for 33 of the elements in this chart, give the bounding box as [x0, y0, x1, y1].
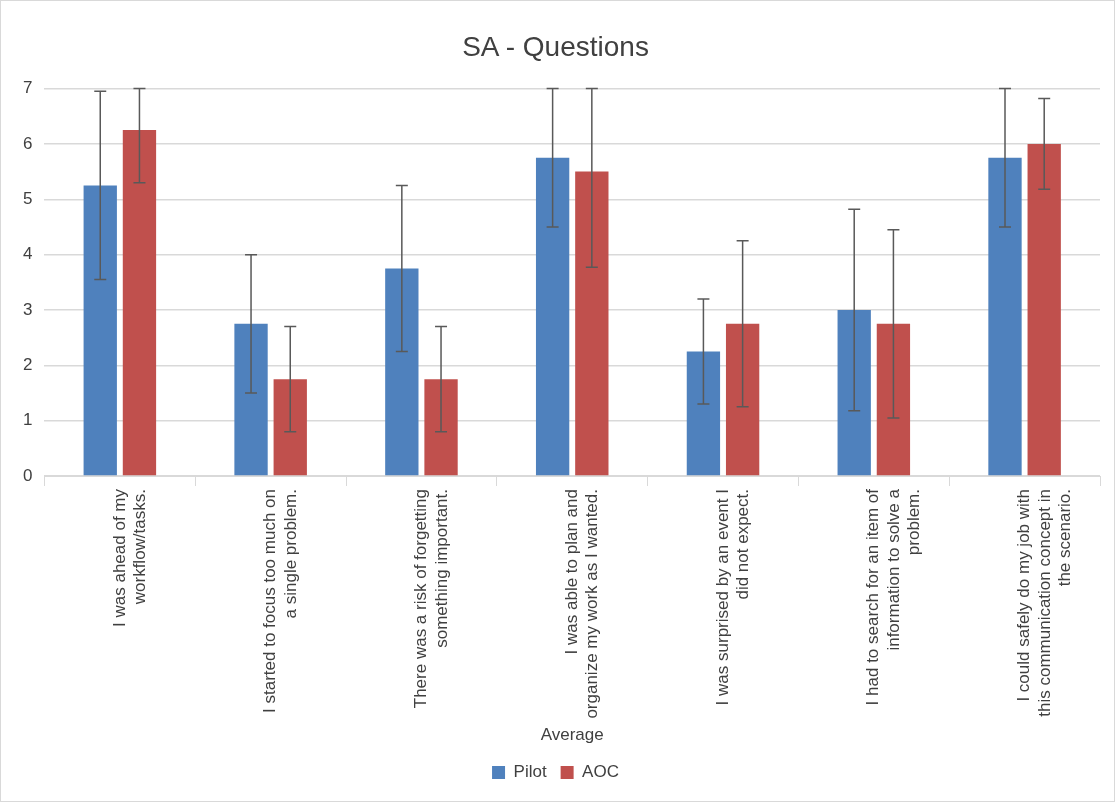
y-tick-label: 6	[22, 133, 33, 153]
bar	[273, 379, 307, 476]
x-tick-label: I could safely do my job with this communication concept in the scenario.	[1014, 489, 1075, 717]
bar	[122, 130, 157, 476]
bar	[876, 323, 911, 476]
bar	[686, 351, 721, 476]
bar	[385, 268, 419, 476]
y-tick-label: 2	[22, 355, 33, 374]
x-axis-title: Average	[540, 725, 604, 745]
legend-label: Pilot	[513, 762, 547, 782]
y-tick-label: 1	[22, 410, 33, 430]
y-tick-label: 4	[22, 244, 33, 264]
bar	[424, 379, 458, 476]
bar	[837, 309, 871, 476]
bar	[725, 323, 760, 476]
chart-title: SA - Questions	[462, 30, 649, 62]
x-tick-label: I started to focus too much on a single problem.	[260, 489, 300, 713]
y-tick-label: 5	[22, 188, 33, 208]
bar	[83, 185, 117, 476]
x-tick-label: I was ahead of my workflow/tasks.	[109, 488, 149, 627]
bar	[575, 171, 609, 476]
bar	[535, 157, 570, 476]
y-tick-label: 7	[22, 78, 33, 98]
x-tick-label: There was a risk of forgetting something important.	[411, 489, 451, 709]
x-tick-label: I had to search for an item of information to solve a problem.	[863, 488, 924, 706]
bar	[234, 323, 268, 476]
y-tick-label: 0	[22, 465, 33, 485]
x-tick-label: I was able to plan and organize my work as I wanted.	[561, 489, 602, 719]
bar	[988, 157, 1022, 476]
legend-label: AOC	[582, 762, 619, 782]
x-tick-label: I was surprised by an event I did not expect.	[712, 489, 753, 706]
bar	[1027, 143, 1061, 476]
y-tick-label: 3	[22, 299, 33, 319]
